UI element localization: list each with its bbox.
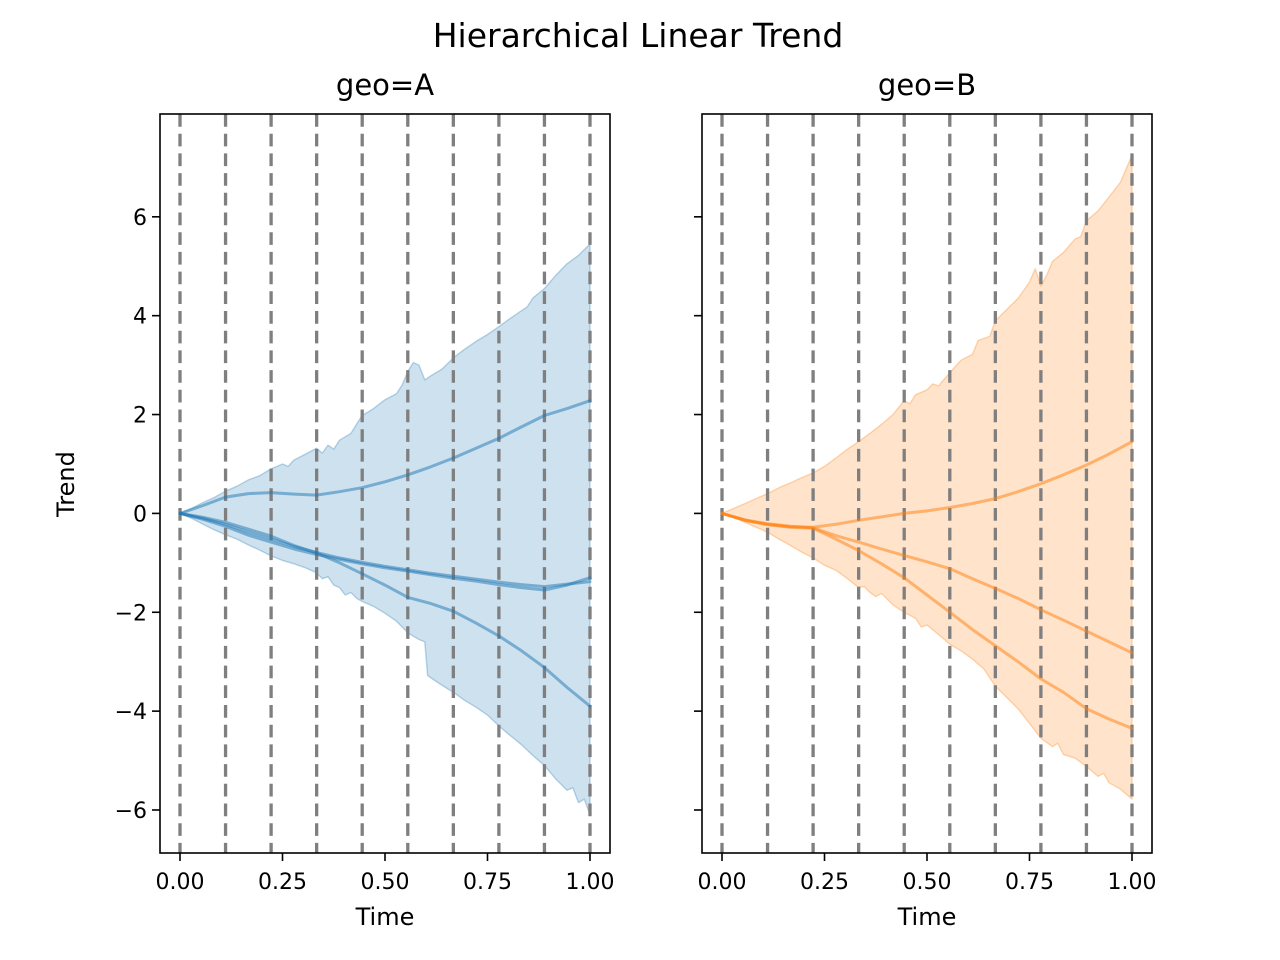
panel-b-xaxis-label: Time — [897, 903, 957, 931]
figure-title: Hierarchical Linear Trend — [432, 16, 844, 55]
y-tick-label: 6 — [133, 206, 147, 231]
x-tick-label: 0.75 — [1005, 870, 1054, 895]
sample-trend-4 — [178, 511, 592, 589]
panel-a-yaxis-label: Trend — [52, 451, 80, 517]
x-tick-label: 0.50 — [903, 870, 952, 895]
panel-b-title: geo=B — [877, 68, 977, 102]
x-tick-label: 1.00 — [1108, 870, 1157, 895]
y-tick-label: −6 — [115, 799, 147, 824]
y-tick-label: −4 — [115, 700, 147, 725]
y-tick-label: −2 — [115, 601, 147, 626]
panel-a-title: geo=A — [335, 68, 435, 102]
sample-trend-1 — [178, 399, 592, 515]
x-tick-label: 1.00 — [566, 870, 615, 895]
x-tick-label: 0.75 — [463, 870, 512, 895]
y-tick-label: 0 — [133, 502, 147, 527]
y-tick-label: 2 — [133, 404, 147, 429]
sample-trend-3 — [178, 511, 592, 708]
sample-trend-3 — [720, 511, 1134, 730]
panel-a-xaxis-label: Time — [355, 903, 415, 931]
x-tick-label: 0.25 — [258, 870, 307, 895]
x-tick-label: 0.50 — [361, 870, 410, 895]
y-tick-label: 4 — [133, 305, 147, 330]
x-tick-label: 0.00 — [698, 870, 747, 895]
x-tick-label: 0.25 — [800, 870, 849, 895]
x-tick-label: 0.00 — [156, 870, 205, 895]
uncertainty-band — [721, 154, 1133, 800]
